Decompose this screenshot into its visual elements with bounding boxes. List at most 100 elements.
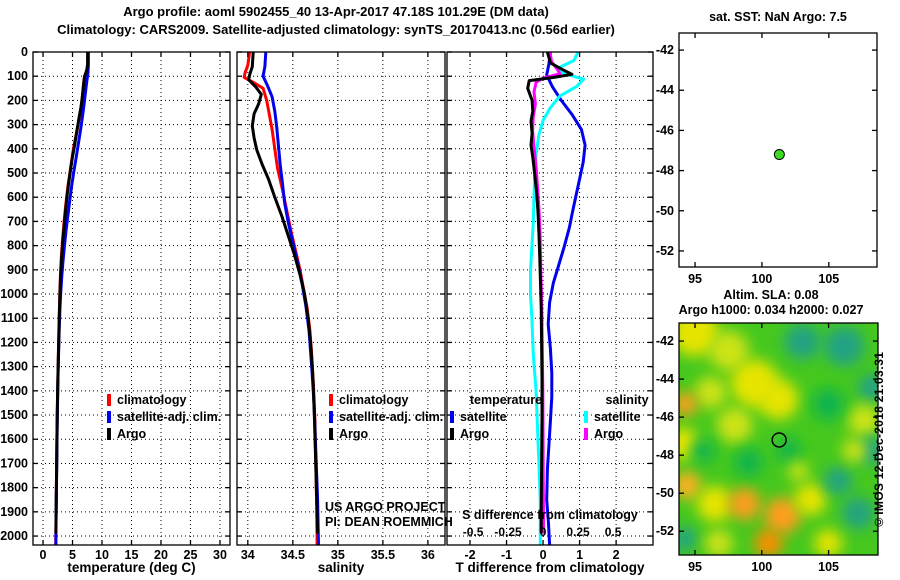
- tick-label: -48: [656, 164, 674, 178]
- legend-marker: [584, 410, 588, 423]
- project-annotation: US ARGO PROJECT PI: DEAN ROEMMICH: [325, 500, 453, 530]
- sla-blob: [788, 461, 809, 482]
- project-annotation-line1: US ARGO PROJECT: [325, 500, 446, 514]
- axes-box: [236, 51, 446, 546]
- figure-title-line1: Argo profile: aoml 5902455_40 13-Apr-201…: [123, 4, 549, 19]
- tick-label: -50: [656, 204, 674, 218]
- tick-label: 34.5: [281, 548, 305, 562]
- figure-title: Argo profile: aoml 5902455_40 13-Apr-201…: [0, 3, 672, 39]
- profile-curve-t-satellite: [545, 52, 587, 545]
- tick-label: -42: [656, 334, 674, 348]
- tick-label: 1: [576, 548, 583, 562]
- tick-label: 1200: [0, 335, 28, 349]
- panel-sla-map: 95 100 105 -42 -44 -46 -48 -50 -52: [656, 322, 879, 574]
- tick-label: -48: [656, 448, 674, 462]
- figure-title-line2: Climatology: CARS2009. Satellite-adjuste…: [57, 22, 615, 37]
- legend-label: satellite-adj. clim.: [339, 409, 444, 424]
- tick-label: -46: [656, 123, 674, 137]
- sla-blob: [858, 373, 878, 402]
- sla-captions: Altim. SLA: 0.08 Argo h1000: 0.034 h2000…: [655, 288, 887, 318]
- tick-label: 400: [7, 142, 28, 156]
- temperature-legend: climatology satellite-adj. clim. Argo: [107, 391, 221, 442]
- difference-legend-salinity: salinity satellite Argo: [584, 391, 670, 442]
- argo-heights-value: Argo h1000: 0.034 h2000: 0.027: [678, 303, 864, 317]
- tick-label: -0.25: [494, 525, 522, 539]
- legend-label: satellite-adj. clim.: [117, 409, 222, 424]
- legend-marker: [107, 410, 111, 423]
- tick-label: 10: [95, 548, 109, 562]
- legend-marker: [107, 393, 111, 406]
- panel-difference-profile: -0.5 -0.25 0 0.25 0.5 -2 -1 0 1 2: [446, 51, 654, 562]
- tick-label: 600: [7, 190, 28, 204]
- tick-label: -0.5: [463, 525, 484, 539]
- tick-label: 95: [688, 560, 702, 574]
- profile-curve-s-satellite: [529, 52, 586, 545]
- legend-marker: [329, 427, 333, 440]
- sla-blob: [734, 448, 763, 477]
- legend-label: satellite: [594, 409, 641, 424]
- panel-salinity-profile: 34 34.5 35 35.5 36: [236, 51, 446, 562]
- tick-label: 1100: [1, 311, 28, 325]
- legend-marker: [450, 427, 454, 440]
- tick-label: 20: [154, 548, 168, 562]
- tick-label: 1300: [0, 360, 28, 374]
- temperature-axis-label: temperature (deg C): [67, 560, 196, 575]
- tick-label: -44: [656, 372, 674, 386]
- sla-blob: [812, 388, 845, 421]
- tick-label: -50: [656, 486, 674, 500]
- tick-label: 105: [818, 560, 839, 574]
- altim-sla-value: Altim. SLA: 0.08: [723, 288, 819, 302]
- sla-blob: [784, 323, 821, 360]
- sla-blob: [842, 497, 875, 530]
- profile-curve-argo: [247, 52, 320, 534]
- sla-blob: [679, 471, 701, 500]
- tick-label: 2: [613, 548, 620, 562]
- sst-map-title: sat. SST: NaN Argo: 7.5: [709, 10, 847, 24]
- tick-label: 1800: [0, 481, 28, 495]
- profile-curve-s-argo: [531, 52, 562, 534]
- legend-marker: [329, 410, 333, 423]
- imos-credit: ©IMOS 12-Dec-2018 21:03:31: [872, 351, 886, 530]
- legend-item: Argo: [107, 425, 221, 442]
- sla-blob: [690, 438, 715, 463]
- salinity-axis-label: salinity: [317, 560, 365, 575]
- tick-label: -44: [656, 83, 674, 97]
- profile-curve-t-argo: [526, 52, 574, 534]
- sla-field: [679, 323, 878, 555]
- tick-label: 0: [21, 45, 28, 59]
- legend-label: Argo: [460, 426, 490, 441]
- tick-label: 1600: [0, 432, 28, 446]
- tick-label: 34: [241, 548, 255, 562]
- axes-box: [32, 51, 231, 546]
- float-position-marker: [771, 432, 787, 448]
- tick-label: -1: [501, 548, 512, 562]
- sla-blob: [716, 407, 753, 444]
- axes-box: [678, 322, 879, 556]
- sla-blob: [754, 529, 783, 555]
- axes-box: [446, 51, 654, 546]
- legend-item: satellite-adj. clim.: [107, 408, 221, 425]
- legend-item: Argo: [450, 425, 562, 442]
- sla-blob: [776, 438, 801, 463]
- tick-label: 2000: [0, 529, 28, 543]
- sla-blob: [679, 392, 697, 417]
- legend-marker: [450, 410, 454, 423]
- tick-label: 1700: [0, 456, 28, 470]
- axes-box: [678, 32, 878, 268]
- tick-label: 1500: [0, 408, 28, 422]
- legend-label: climatology: [339, 392, 409, 407]
- sla-blob: [728, 487, 761, 520]
- legend-header: temperature: [469, 392, 543, 407]
- sla-blob: [848, 404, 878, 437]
- t-difference-axis-label: T difference from climatology: [455, 560, 645, 575]
- project-annotation-line2: PI: DEAN ROEMMICH: [325, 515, 453, 529]
- legend-item: satellite: [450, 408, 562, 425]
- tick-label: 1400: [0, 384, 28, 398]
- sla-blob: [824, 326, 865, 367]
- sla-blob: [696, 485, 733, 522]
- float-position-dot: [773, 149, 785, 161]
- legend-item: climatology: [107, 391, 221, 408]
- sla-blob: [704, 529, 733, 555]
- tick-label: 100: [752, 272, 773, 286]
